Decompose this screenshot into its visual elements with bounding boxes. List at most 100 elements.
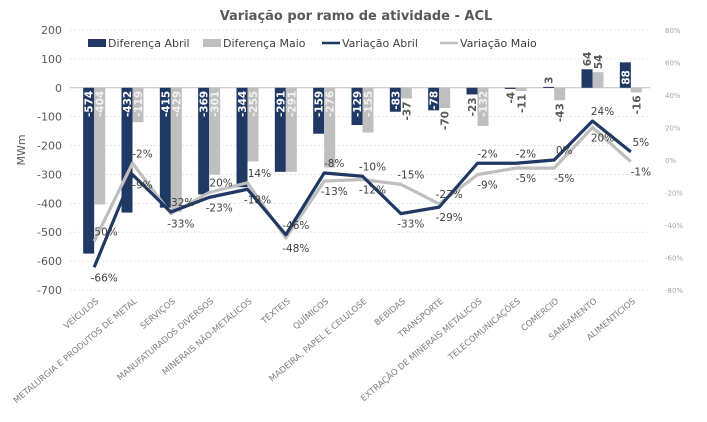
x-tick-label: BEBIDAS — [373, 297, 408, 329]
bar — [132, 87, 144, 123]
lines — [92, 119, 632, 268]
bars — [83, 62, 642, 254]
x-tick-label: TÊXTEIS — [258, 295, 293, 327]
bar — [543, 86, 555, 88]
bar-data-label: -155 — [363, 91, 375, 117]
y2-tick-label: -80% — [665, 287, 683, 295]
bar — [83, 87, 95, 254]
bar-data-label: -255 — [248, 91, 260, 117]
y-tick-label: 100 — [41, 53, 62, 66]
bar-data-label: -159 — [314, 91, 326, 117]
bar — [515, 87, 527, 91]
bar-data-label: 54 — [593, 55, 605, 70]
y-axis-label: MWm — [15, 134, 28, 165]
x-tick-label: SERVIÇOS — [139, 297, 178, 332]
line-data-label: -5% — [516, 173, 536, 185]
line-data-label: -2% — [132, 148, 152, 160]
bar-data-label: -276 — [325, 91, 337, 117]
y2-tick-label: -20% — [665, 190, 683, 198]
bar — [389, 87, 401, 112]
bar-data-label: -16 — [631, 95, 643, 114]
bar-data-label: -291 — [275, 91, 287, 117]
bar — [362, 87, 374, 133]
bar-data-label: 88 — [620, 70, 632, 85]
bar — [630, 87, 642, 93]
bar — [581, 69, 593, 88]
line-data-label: -33% — [167, 219, 194, 231]
legend: Diferença Abril Diferença Maio Variação Ab… — [88, 37, 537, 50]
bar-data-label: -291 — [286, 91, 298, 117]
line-data-label: -13% — [321, 186, 348, 198]
bar — [619, 62, 631, 88]
y-tick-label: 0 — [55, 82, 62, 95]
line-data-label: -2% — [516, 148, 536, 160]
y-tick-label: -200 — [37, 140, 62, 153]
legend-label: Variação Maio — [460, 37, 537, 50]
x-tick-label: VEÍCULOS — [61, 295, 101, 331]
bar — [313, 87, 325, 134]
bar-data-label: -11 — [516, 94, 528, 113]
line-data-label: -2% — [477, 148, 497, 160]
y2-tick-label: 0% — [665, 157, 676, 165]
bar-data-label: -415 — [160, 91, 172, 117]
y-tick-label: -500 — [37, 226, 62, 239]
bar — [285, 87, 297, 172]
line-data-label: -10% — [359, 161, 386, 173]
bar-data-label: -301 — [210, 91, 222, 117]
bar — [477, 87, 489, 126]
x-tick-label: TELECOMUNICAÇÕES — [445, 295, 523, 363]
bar-data-label: -78 — [429, 91, 441, 110]
bar-data-label: -43 — [555, 103, 567, 122]
line-data-label: 24% — [591, 106, 614, 118]
bar-data-label: -129 — [352, 91, 364, 117]
line-data-label: -9% — [132, 180, 152, 192]
line-data-label: -50% — [91, 226, 118, 238]
legend-label: Variação Abril — [342, 37, 418, 50]
line-data-label: 20% — [591, 133, 614, 145]
bar — [428, 87, 440, 111]
y-tick-label: -300 — [37, 168, 62, 181]
line-data-label: -46% — [282, 220, 309, 232]
y-tick-label: 200 — [41, 24, 62, 37]
bar — [439, 87, 451, 108]
line-data-label: 0% — [556, 145, 573, 157]
bar — [274, 87, 286, 172]
y-tick-label: -600 — [37, 255, 62, 268]
bar-data-label: -23 — [467, 97, 479, 116]
line-data-label: -15% — [397, 169, 424, 181]
legend-label: Diferença Abril — [108, 37, 190, 50]
line-data-label: 5% — [632, 137, 649, 149]
y-tick-label: -100 — [37, 111, 62, 124]
line-data-label: -8% — [324, 158, 344, 170]
bar — [121, 87, 133, 213]
bar — [504, 87, 516, 89]
line-data-label: -12% — [359, 185, 386, 197]
bar-data-label: -429 — [171, 91, 183, 117]
chart-title: Variação por ramo de atividade - ACL — [220, 9, 493, 24]
bar — [170, 87, 182, 212]
bar-data-label: 64 — [582, 52, 594, 67]
line-data-label: -1% — [631, 167, 651, 179]
series-line — [92, 119, 632, 268]
line-data-label: -18% — [244, 194, 271, 206]
bar-data-label: -432 — [122, 91, 134, 117]
line-data-label: -33% — [397, 219, 424, 231]
bar-data-label: -574 — [84, 91, 96, 117]
legend-label: Diferença Maio — [223, 37, 306, 50]
bar-data-label: -4 — [505, 92, 517, 104]
line-data-label: -32% — [167, 197, 194, 209]
y-tick-label: -700 — [37, 284, 62, 297]
x-tick-label: QUÍMICOS — [290, 295, 331, 332]
bar-data-label: -132 — [478, 91, 490, 117]
bar — [159, 87, 171, 208]
bar — [324, 87, 336, 168]
bar-data-label: -369 — [199, 91, 211, 117]
legend-swatch — [203, 39, 221, 47]
bar-data-label: -344 — [237, 91, 249, 117]
bar — [247, 87, 259, 162]
bar — [466, 87, 478, 95]
y2-tick-label: 40% — [665, 92, 681, 100]
line-data-label: -66% — [91, 272, 118, 284]
line-data-label: -5% — [554, 173, 574, 185]
